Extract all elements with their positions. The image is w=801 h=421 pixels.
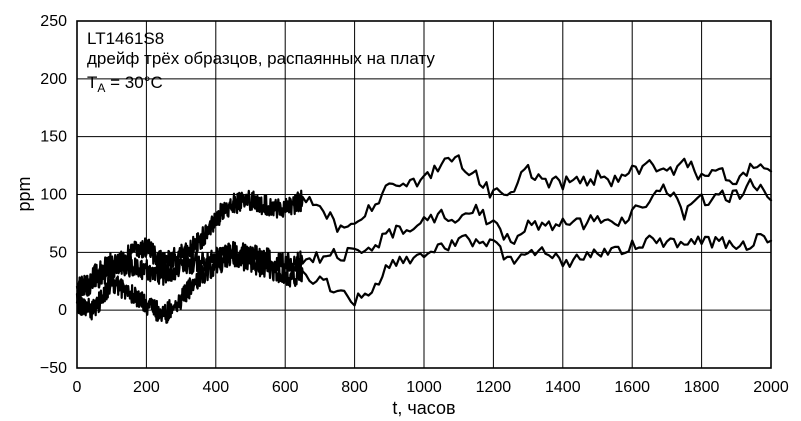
annotation-temperature-subscript: A bbox=[97, 81, 105, 95]
y-tick-label: 150 bbox=[40, 129, 67, 146]
x-tick-labels: 0 200 400 600 800 1000 1200 1400 1600 1800 2000 bbox=[73, 379, 789, 396]
annotation-description: дрейф трёх образцов, распаянных на плату bbox=[87, 49, 435, 68]
x-tick-label: 600 bbox=[272, 379, 299, 396]
plot-frame bbox=[76, 20, 772, 369]
y-tick-label: 0 bbox=[58, 302, 67, 319]
series-line-3 bbox=[75, 233, 773, 324]
y-tick-label: 200 bbox=[40, 71, 67, 88]
x-tick-label: 0 bbox=[73, 379, 82, 396]
y-tick-label: 100 bbox=[40, 187, 67, 204]
x-tick-label: 1000 bbox=[406, 379, 442, 396]
y-axis-title: ppm bbox=[14, 176, 34, 211]
x-tick-label: 1400 bbox=[545, 379, 581, 396]
y-tick-label: 250 bbox=[40, 13, 67, 30]
annotation-temperature-value: = 30°C bbox=[105, 73, 162, 92]
x-tick-label: 1200 bbox=[476, 379, 512, 396]
series-group bbox=[75, 154, 773, 324]
x-tick-label: 400 bbox=[202, 379, 229, 396]
annotation-model: LT1461S8 bbox=[87, 29, 164, 48]
x-axis-title: t, часов bbox=[392, 398, 455, 418]
x-tick-label: 2000 bbox=[753, 379, 789, 396]
x-tick-label: 200 bbox=[133, 379, 160, 396]
y-tick-label: 50 bbox=[49, 244, 67, 261]
y-tick-labels: −50 0 50 100 150 200 250 bbox=[40, 13, 67, 377]
x-tick-label: 1800 bbox=[684, 379, 720, 396]
annotation-temperature: TA = 30°C bbox=[87, 73, 163, 95]
x-tick-label: 1600 bbox=[614, 379, 650, 396]
x-tick-label: 800 bbox=[341, 379, 368, 396]
annotation-temperature-symbol: T bbox=[87, 73, 97, 92]
y-tick-label: −50 bbox=[40, 360, 67, 377]
